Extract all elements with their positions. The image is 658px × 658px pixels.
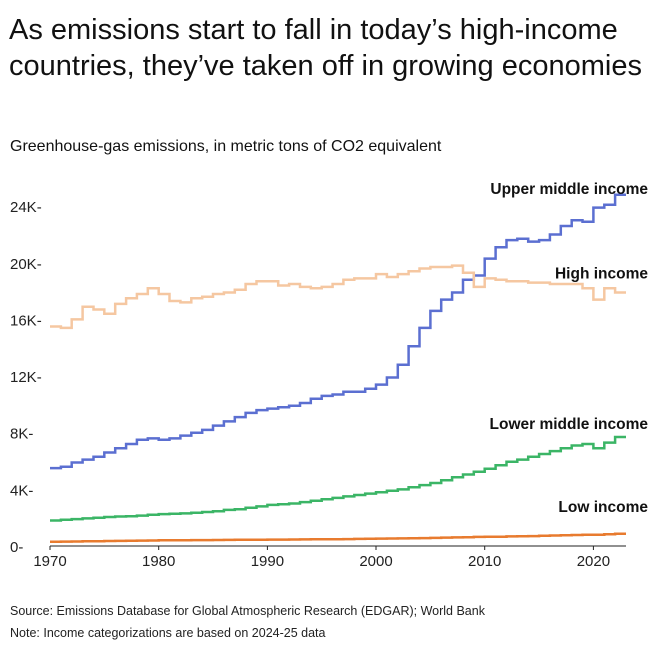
y-tick-label: 16K- [10,312,42,329]
high-income-line [50,264,626,330]
x-tick-labels: 1970 1980 1990 2000 2010 2020 [33,546,610,570]
y-tick-label: 12K- [10,369,42,386]
low-income-label: Low income [558,499,648,516]
x-tick-label: 2020 [577,553,610,570]
x-tick-label: 1980 [142,553,175,570]
x-tick-label: 1970 [33,553,66,570]
categorization-note: Note: Income categorizations are based o… [10,626,326,640]
y-tick-label: 8K- [10,426,33,443]
x-tick-label: 2010 [468,553,501,570]
y-tick-label: 0- [10,539,23,556]
lower-middle-income-line [50,435,626,522]
high-income-label: High income [555,266,648,283]
lower-middle-income-label: Lower middle income [490,416,649,433]
y-tick-label: 4K- [10,482,33,499]
series-labels: Upper middle income High income Lower midd… [490,181,649,516]
upper-middle-income-line [50,193,626,470]
low-income-line [50,532,626,544]
upper-middle-income-label: Upper middle income [490,181,648,198]
chart-subtitle: Greenhouse-gas emissions, in metric tons… [10,138,442,155]
y-tick-label: 20K- [10,256,42,273]
x-tick-label: 2000 [359,553,392,570]
source-note: Source: Emissions Database for Global At… [10,604,485,618]
series-lines [50,193,626,544]
y-tick-labels: 0- 4K- 8K- 12K- 16K- 20K- 24K- [10,199,42,556]
x-tick-label: 1990 [251,553,284,570]
chart-title: As emissions start to fall in today’s hi… [9,14,642,82]
y-tick-label: 24K- [10,199,42,216]
